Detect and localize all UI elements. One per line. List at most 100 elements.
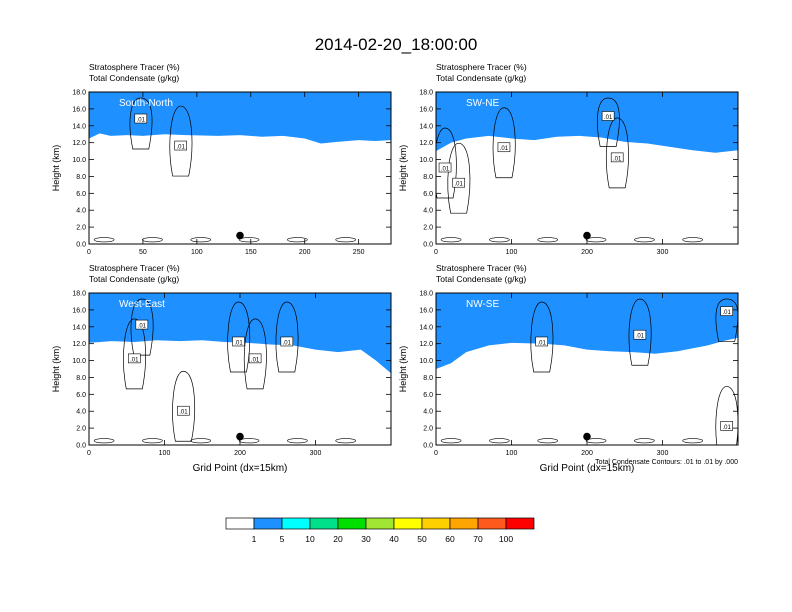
location-marker xyxy=(583,432,591,441)
svg-text:.01: .01 xyxy=(138,324,147,330)
low-level-contour xyxy=(489,237,510,243)
low-level-contour xyxy=(537,237,559,243)
condensate-contour xyxy=(275,301,299,373)
low-level-contour xyxy=(238,237,260,243)
svg-text:.01: .01 xyxy=(500,146,509,152)
panel-title-line: Total Condensate (g/kg) xyxy=(436,73,526,83)
x-tick-label: 300 xyxy=(657,249,669,256)
panel-title-line: Stratosphere Tracer (%) xyxy=(436,263,527,273)
contour-footnote: Total Condensate Contours: .01 to .01 by… xyxy=(595,459,738,466)
condensate-contour xyxy=(227,301,251,373)
tracer-band-9 xyxy=(89,92,391,144)
y-tick-label: 16.0 xyxy=(72,106,86,113)
low-level-contour xyxy=(634,438,655,444)
y-tick-label: 6.0 xyxy=(423,191,433,198)
contour-label: .01 xyxy=(720,306,733,316)
condensate-contour xyxy=(530,301,554,373)
x-tick-label: 100 xyxy=(191,249,203,256)
x-tick-label: 0 xyxy=(87,249,91,256)
y-tick-label: 4.0 xyxy=(76,409,86,416)
x-tick-label: 100 xyxy=(159,450,171,457)
colorbar-swatch xyxy=(477,517,507,530)
low-level-contour xyxy=(287,438,308,444)
low-level-contour xyxy=(238,438,260,444)
y-axis-label: Height (km) xyxy=(398,346,408,393)
panel-south-north: .01 .01 South-North 0.0 2.0 4.0 6.0 8.0 10.0 12.0… xyxy=(51,62,392,256)
y-tick-label: 2.0 xyxy=(76,426,86,433)
y-tick-label: 2.0 xyxy=(423,426,433,433)
y-tick-label: 8.0 xyxy=(423,375,433,382)
y-tick-label: 14.0 xyxy=(419,324,433,331)
plot-area: .01 .01 .01 .01 .01 .01 West-East xyxy=(89,293,391,445)
colorbar-swatch xyxy=(309,517,339,530)
contour-label: .01 xyxy=(280,336,294,346)
colorbar-label: 100 xyxy=(499,534,513,544)
colorbar-swatch xyxy=(253,517,283,530)
y-tick-label: 14.0 xyxy=(419,123,433,130)
contour-label: .01 xyxy=(497,142,511,152)
svg-text:.01: .01 xyxy=(441,167,450,173)
x-tick-label: 300 xyxy=(657,450,669,457)
y-tick-label: 10.0 xyxy=(419,157,433,164)
x-tick-label: 100 xyxy=(506,249,518,256)
tracer-band-9 xyxy=(436,92,738,153)
condensate-contour xyxy=(129,97,153,150)
svg-text:.01: .01 xyxy=(538,340,547,346)
contour-label: .01 xyxy=(174,140,187,151)
panel-name: West-East xyxy=(119,299,165,310)
panel-title-line: Total Condensate (g/kg) xyxy=(89,73,179,83)
svg-text:.01: .01 xyxy=(251,357,260,363)
contour-label: .01 xyxy=(232,336,245,346)
svg-text:.01: .01 xyxy=(613,156,622,162)
svg-text:.01: .01 xyxy=(283,340,292,346)
contour-label: .01 xyxy=(720,421,733,431)
colorbar-swatch xyxy=(393,517,423,530)
y-tick-label: 8.0 xyxy=(423,174,433,181)
low-level-contour xyxy=(93,438,115,444)
y-tick-label: 4.0 xyxy=(423,208,433,215)
condensate-contour xyxy=(606,117,629,189)
colorbar-swatch xyxy=(365,517,395,530)
low-level-contour xyxy=(634,237,655,243)
colorbar-label: 10 xyxy=(305,534,315,544)
colorbar-swatch xyxy=(505,517,535,530)
colorbar-swatch xyxy=(421,517,451,530)
location-marker xyxy=(236,432,244,441)
condensate-contour xyxy=(169,105,193,177)
colorbar-label: 50 xyxy=(417,534,427,544)
low-level-contour xyxy=(93,237,115,243)
y-tick-label: 6.0 xyxy=(423,392,433,399)
x-tick-label: 150 xyxy=(245,249,257,256)
panel-title-line: Total Condensate (g/kg) xyxy=(89,274,179,284)
contour-label: .01 xyxy=(438,162,452,173)
svg-text:.01: .01 xyxy=(723,310,732,316)
plot-area: .01 .01 South-North xyxy=(89,92,391,244)
panel-nw-se: .01 .01 .01 .01 NW-SE 0.0 2.0 4.0 6.0 8.0 10.0 12.0… xyxy=(398,263,739,474)
y-axis-label: Height (km) xyxy=(398,145,408,192)
plot-area: .01 .01 .01 .01 .01 SW-NE xyxy=(436,92,738,244)
panel-title-line: Stratosphere Tracer (%) xyxy=(89,263,180,273)
x-tick-label: 100 xyxy=(506,450,518,457)
y-tick-label: 10.0 xyxy=(72,157,86,164)
y-tick-label: 16.0 xyxy=(419,106,433,113)
y-tick-label: 12.0 xyxy=(72,140,86,147)
y-axis-label: Height (km) xyxy=(51,145,61,192)
low-level-contour xyxy=(440,237,462,243)
panel-name: South-North xyxy=(119,98,173,109)
contour-label: .01 xyxy=(248,353,262,363)
location-marker xyxy=(583,231,591,240)
low-level-contour xyxy=(537,438,559,444)
x-tick-label: 0 xyxy=(87,450,91,457)
y-tick-label: 14.0 xyxy=(72,324,86,331)
svg-text:.01: .01 xyxy=(454,182,463,188)
contour-label: .01 xyxy=(135,319,149,330)
low-level-contour xyxy=(142,438,163,444)
low-level-contour xyxy=(190,438,212,444)
svg-text:.01: .01 xyxy=(179,410,188,416)
x-tick-label: 50 xyxy=(139,249,147,256)
contour-label: .01 xyxy=(610,152,624,162)
colorbar-swatch xyxy=(337,517,367,530)
low-level-contour xyxy=(142,237,163,243)
y-tick-label: 18.0 xyxy=(419,291,433,298)
x-tick-label: 250 xyxy=(353,249,365,256)
